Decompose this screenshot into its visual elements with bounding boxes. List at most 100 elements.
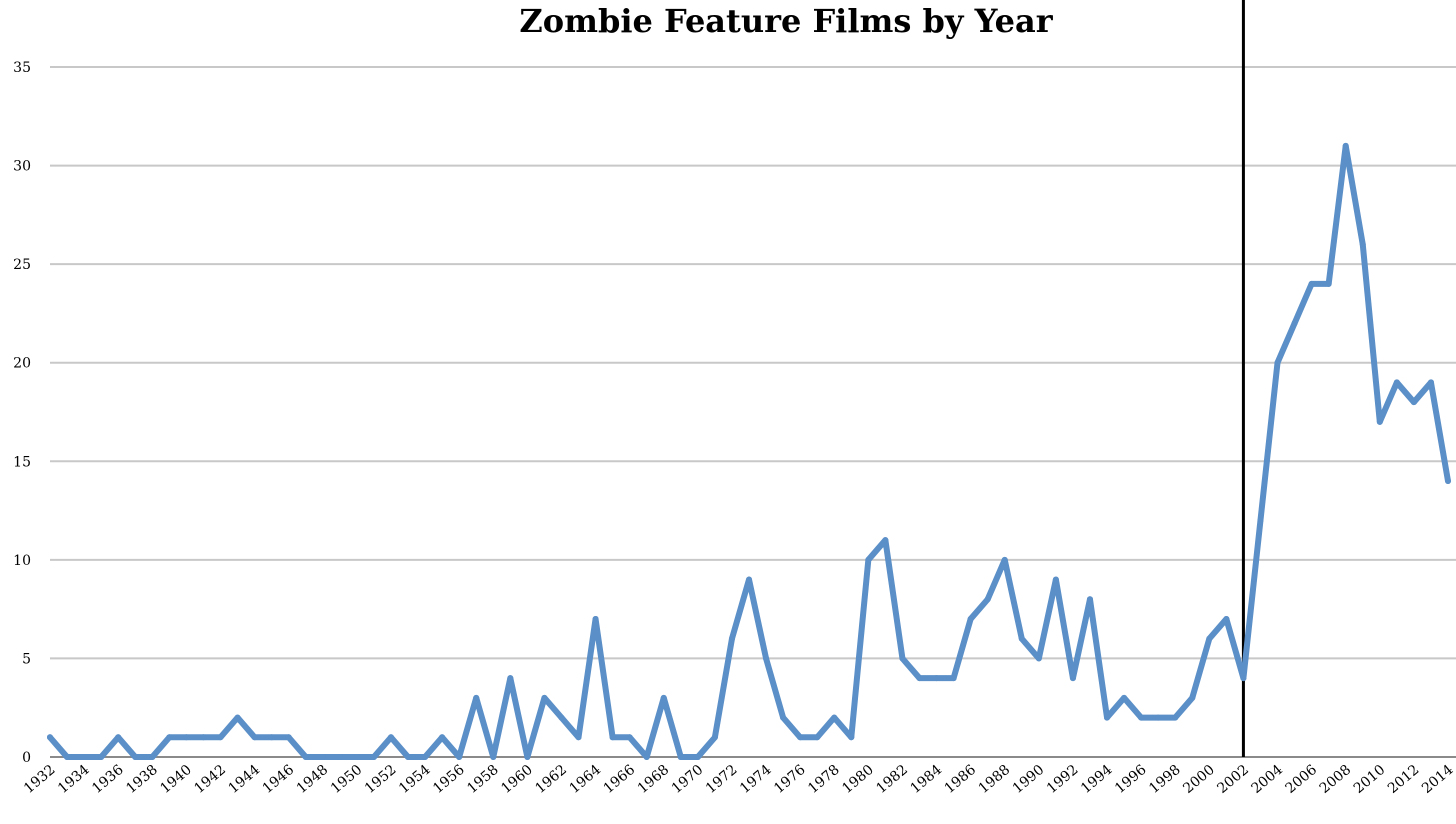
- x-tick-label: 1954: [396, 762, 434, 797]
- data-point: [336, 754, 343, 760]
- data-point: [166, 734, 173, 741]
- series-line: [47, 142, 1451, 760]
- data-point: [473, 694, 480, 701]
- y-tick-label: 0: [22, 750, 31, 766]
- x-tick-label: 1946: [260, 762, 298, 797]
- data-point: [1342, 142, 1349, 149]
- data-point: [677, 754, 684, 760]
- data-point: [1410, 399, 1417, 406]
- data-point: [609, 734, 616, 741]
- x-tick-label: 1982: [873, 762, 911, 797]
- x-tick-label: 1934: [55, 762, 93, 797]
- data-point: [558, 714, 565, 721]
- data-point: [1376, 418, 1383, 425]
- x-tick-label: 1972: [703, 762, 741, 797]
- data-point: [1001, 556, 1008, 563]
- x-tick-label: 1988: [976, 762, 1014, 797]
- x-tick-label: 2012: [1385, 762, 1423, 797]
- data-point: [1172, 714, 1179, 721]
- data-point: [234, 714, 241, 721]
- data-point: [302, 754, 309, 760]
- x-tick-label: 1950: [328, 762, 366, 797]
- data-point: [1308, 280, 1315, 287]
- x-tick-label: 1980: [839, 762, 877, 797]
- data-point: [694, 754, 701, 760]
- data-point: [933, 675, 940, 682]
- data-point: [1393, 379, 1400, 386]
- data-point: [353, 754, 360, 760]
- data-point: [711, 734, 718, 741]
- data-point: [1052, 576, 1059, 583]
- data-point: [967, 616, 974, 622]
- data-point: [865, 556, 872, 563]
- x-tick-label: 1992: [1044, 762, 1082, 797]
- data-point: [984, 596, 991, 603]
- x-tick-label: 1996: [1112, 762, 1150, 797]
- data-point: [456, 754, 463, 760]
- data-point: [387, 734, 394, 741]
- data-point: [746, 576, 752, 583]
- x-tick-label: 1964: [567, 762, 605, 797]
- data-point: [831, 714, 838, 721]
- data-point: [98, 754, 105, 760]
- x-tick-label: 1944: [226, 762, 264, 797]
- data-point: [64, 754, 71, 760]
- data-point: [1035, 655, 1042, 662]
- y-axis-tick-labels: 0 5 10 15 20 25 30 35: [13, 60, 31, 766]
- data-point: [47, 734, 53, 741]
- y-tick-label: 20: [13, 356, 31, 372]
- x-tick-label: 2014: [1419, 762, 1456, 797]
- data-point: [899, 655, 906, 662]
- data-point: [1069, 675, 1076, 682]
- data-point: [490, 754, 497, 760]
- data-point: [319, 754, 326, 760]
- data-point: [1291, 320, 1298, 327]
- data-point: [81, 754, 88, 760]
- data-point: [132, 754, 139, 760]
- x-tick-label: 1970: [669, 762, 707, 797]
- data-point: [1223, 616, 1230, 622]
- data-point: [285, 734, 292, 741]
- data-point: [1189, 694, 1196, 701]
- x-tick-label: 1960: [498, 762, 536, 797]
- data-point: [1155, 714, 1162, 721]
- x-tick-label: 2008: [1317, 762, 1355, 797]
- data-point: [643, 754, 650, 760]
- x-tick-label: 1956: [430, 762, 468, 797]
- data-point: [1104, 714, 1111, 721]
- data-point: [626, 734, 633, 741]
- data-point: [1359, 241, 1366, 248]
- data-point: [251, 734, 258, 741]
- x-tick-label: 1974: [737, 762, 775, 797]
- y-tick-label: 35: [13, 60, 31, 76]
- x-tick-label: 1990: [1010, 762, 1048, 797]
- gridlines: [50, 66, 1456, 660]
- x-tick-label: 1986: [942, 762, 980, 797]
- data-point: [1274, 359, 1281, 366]
- data-point: [916, 675, 923, 682]
- x-tick-label: 1936: [89, 762, 127, 797]
- x-tick-label: 1932: [21, 762, 59, 797]
- data-point: [115, 734, 122, 741]
- data-points: [47, 142, 1451, 760]
- data-point: [183, 734, 190, 741]
- data-point: [439, 734, 446, 741]
- data-point: [149, 754, 156, 760]
- y-tick-label: 10: [13, 553, 31, 569]
- x-tick-label: 2006: [1283, 762, 1321, 797]
- x-tick-label: 1978: [805, 762, 843, 797]
- x-tick-label: 1994: [1078, 762, 1116, 797]
- data-point: [422, 754, 429, 760]
- x-tick-label: 2000: [1180, 762, 1218, 797]
- data-point: [541, 694, 548, 701]
- x-tick-label: 1984: [908, 762, 946, 797]
- x-tick-label: 1976: [771, 762, 809, 797]
- data-point: [780, 714, 787, 721]
- data-point: [797, 734, 804, 741]
- data-point: [1427, 379, 1434, 386]
- data-point: [950, 675, 957, 682]
- x-tick-label: 1948: [294, 762, 332, 797]
- x-tick-label: 2002: [1214, 762, 1252, 797]
- data-point: [1240, 675, 1247, 682]
- x-tick-label: 1962: [532, 762, 570, 797]
